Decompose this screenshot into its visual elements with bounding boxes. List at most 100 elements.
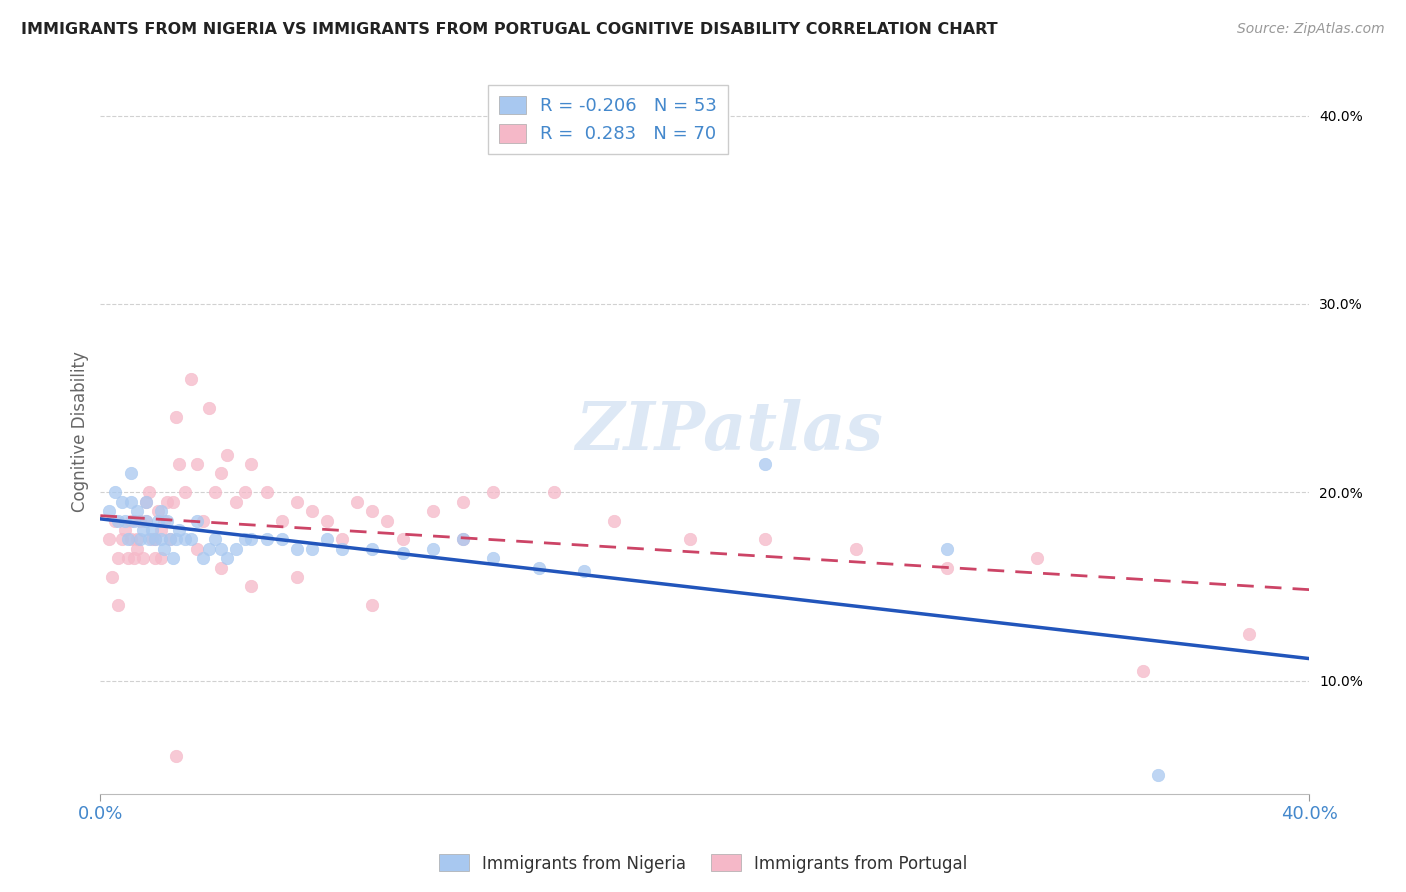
Point [141,523,163,537]
Point [120,533,142,547]
Point [204,485,226,500]
Y-axis label: Cognitive Disability: Cognitive Disability [72,351,89,511]
Legend: R = -0.206   N = 53, R =  0.283   N = 70: R = -0.206 N = 53, R = 0.283 N = 70 [488,85,728,154]
Point [125,541,148,556]
Text: IMMIGRANTS FROM NIGERIA VS IMMIGRANTS FROM PORTUGAL COGNITIVE DISABILITY CORRELA: IMMIGRANTS FROM NIGERIA VS IMMIGRANTS FR… [21,22,998,37]
Point [754,533,776,547]
Point [125,504,148,518]
Legend: Immigrants from Nigeria, Immigrants from Portugal: Immigrants from Nigeria, Immigrants from… [432,847,974,880]
Point [153,514,176,528]
Point [98,504,121,518]
Point [165,533,187,547]
Point [209,541,232,556]
Point [159,533,181,547]
Point [451,533,474,547]
Point [131,523,153,537]
Point [114,514,136,528]
Point [422,541,444,556]
Point [131,551,153,566]
Point [120,494,142,508]
Point [451,494,474,508]
Point [186,541,208,556]
Point [256,485,278,500]
Point [149,551,172,566]
Point [143,533,166,547]
Point [209,467,232,481]
Point [191,551,214,566]
Point [217,551,239,566]
Point [122,514,145,528]
Point [149,523,172,537]
Point [198,541,221,556]
Point [451,533,474,547]
Point [603,514,626,528]
Point [422,504,444,518]
Point [174,485,197,500]
Point [143,533,166,547]
Point [235,485,257,500]
Point [107,514,129,528]
Point [285,570,308,584]
Point [191,514,214,528]
Point [240,533,263,547]
Point [316,514,339,528]
Point [125,533,148,547]
Point [104,485,127,500]
Point [120,467,142,481]
Point [135,494,157,508]
Point [128,514,150,528]
Point [156,514,179,528]
Point [256,533,278,547]
Point [1026,551,1049,566]
Point [104,514,127,528]
Point [301,504,323,518]
Point [162,551,184,566]
Point [117,533,139,547]
Point [301,541,323,556]
Point [754,457,776,471]
Point [225,494,247,508]
Point [146,514,169,528]
Point [98,533,121,547]
Point [143,551,166,566]
Point [167,523,190,537]
Point [361,541,384,556]
Point [209,560,232,574]
Point [679,533,702,547]
Point [107,599,129,613]
Point [330,533,353,547]
Point [167,457,190,471]
Point [156,494,179,508]
Point [180,533,202,547]
Point [935,541,957,556]
Point [107,551,129,566]
Point [482,551,505,566]
Point [285,494,308,508]
Point [527,560,550,574]
Point [153,541,176,556]
Point [225,541,247,556]
Point [1132,665,1154,679]
Point [186,514,208,528]
Point [391,545,413,559]
Point [159,533,181,547]
Point [240,457,263,471]
Point [138,533,160,547]
Point [180,372,202,386]
Point [198,401,221,415]
Point [482,485,505,500]
Point [141,533,163,547]
Point [346,494,368,508]
Point [135,514,157,528]
Point [165,749,187,764]
Point [270,514,292,528]
Point [120,514,142,528]
Point [361,599,384,613]
Point [149,504,172,518]
Point [138,485,160,500]
Point [270,533,292,547]
Point [165,409,187,424]
Point [572,565,595,579]
Point [204,533,226,547]
Point [285,541,308,556]
